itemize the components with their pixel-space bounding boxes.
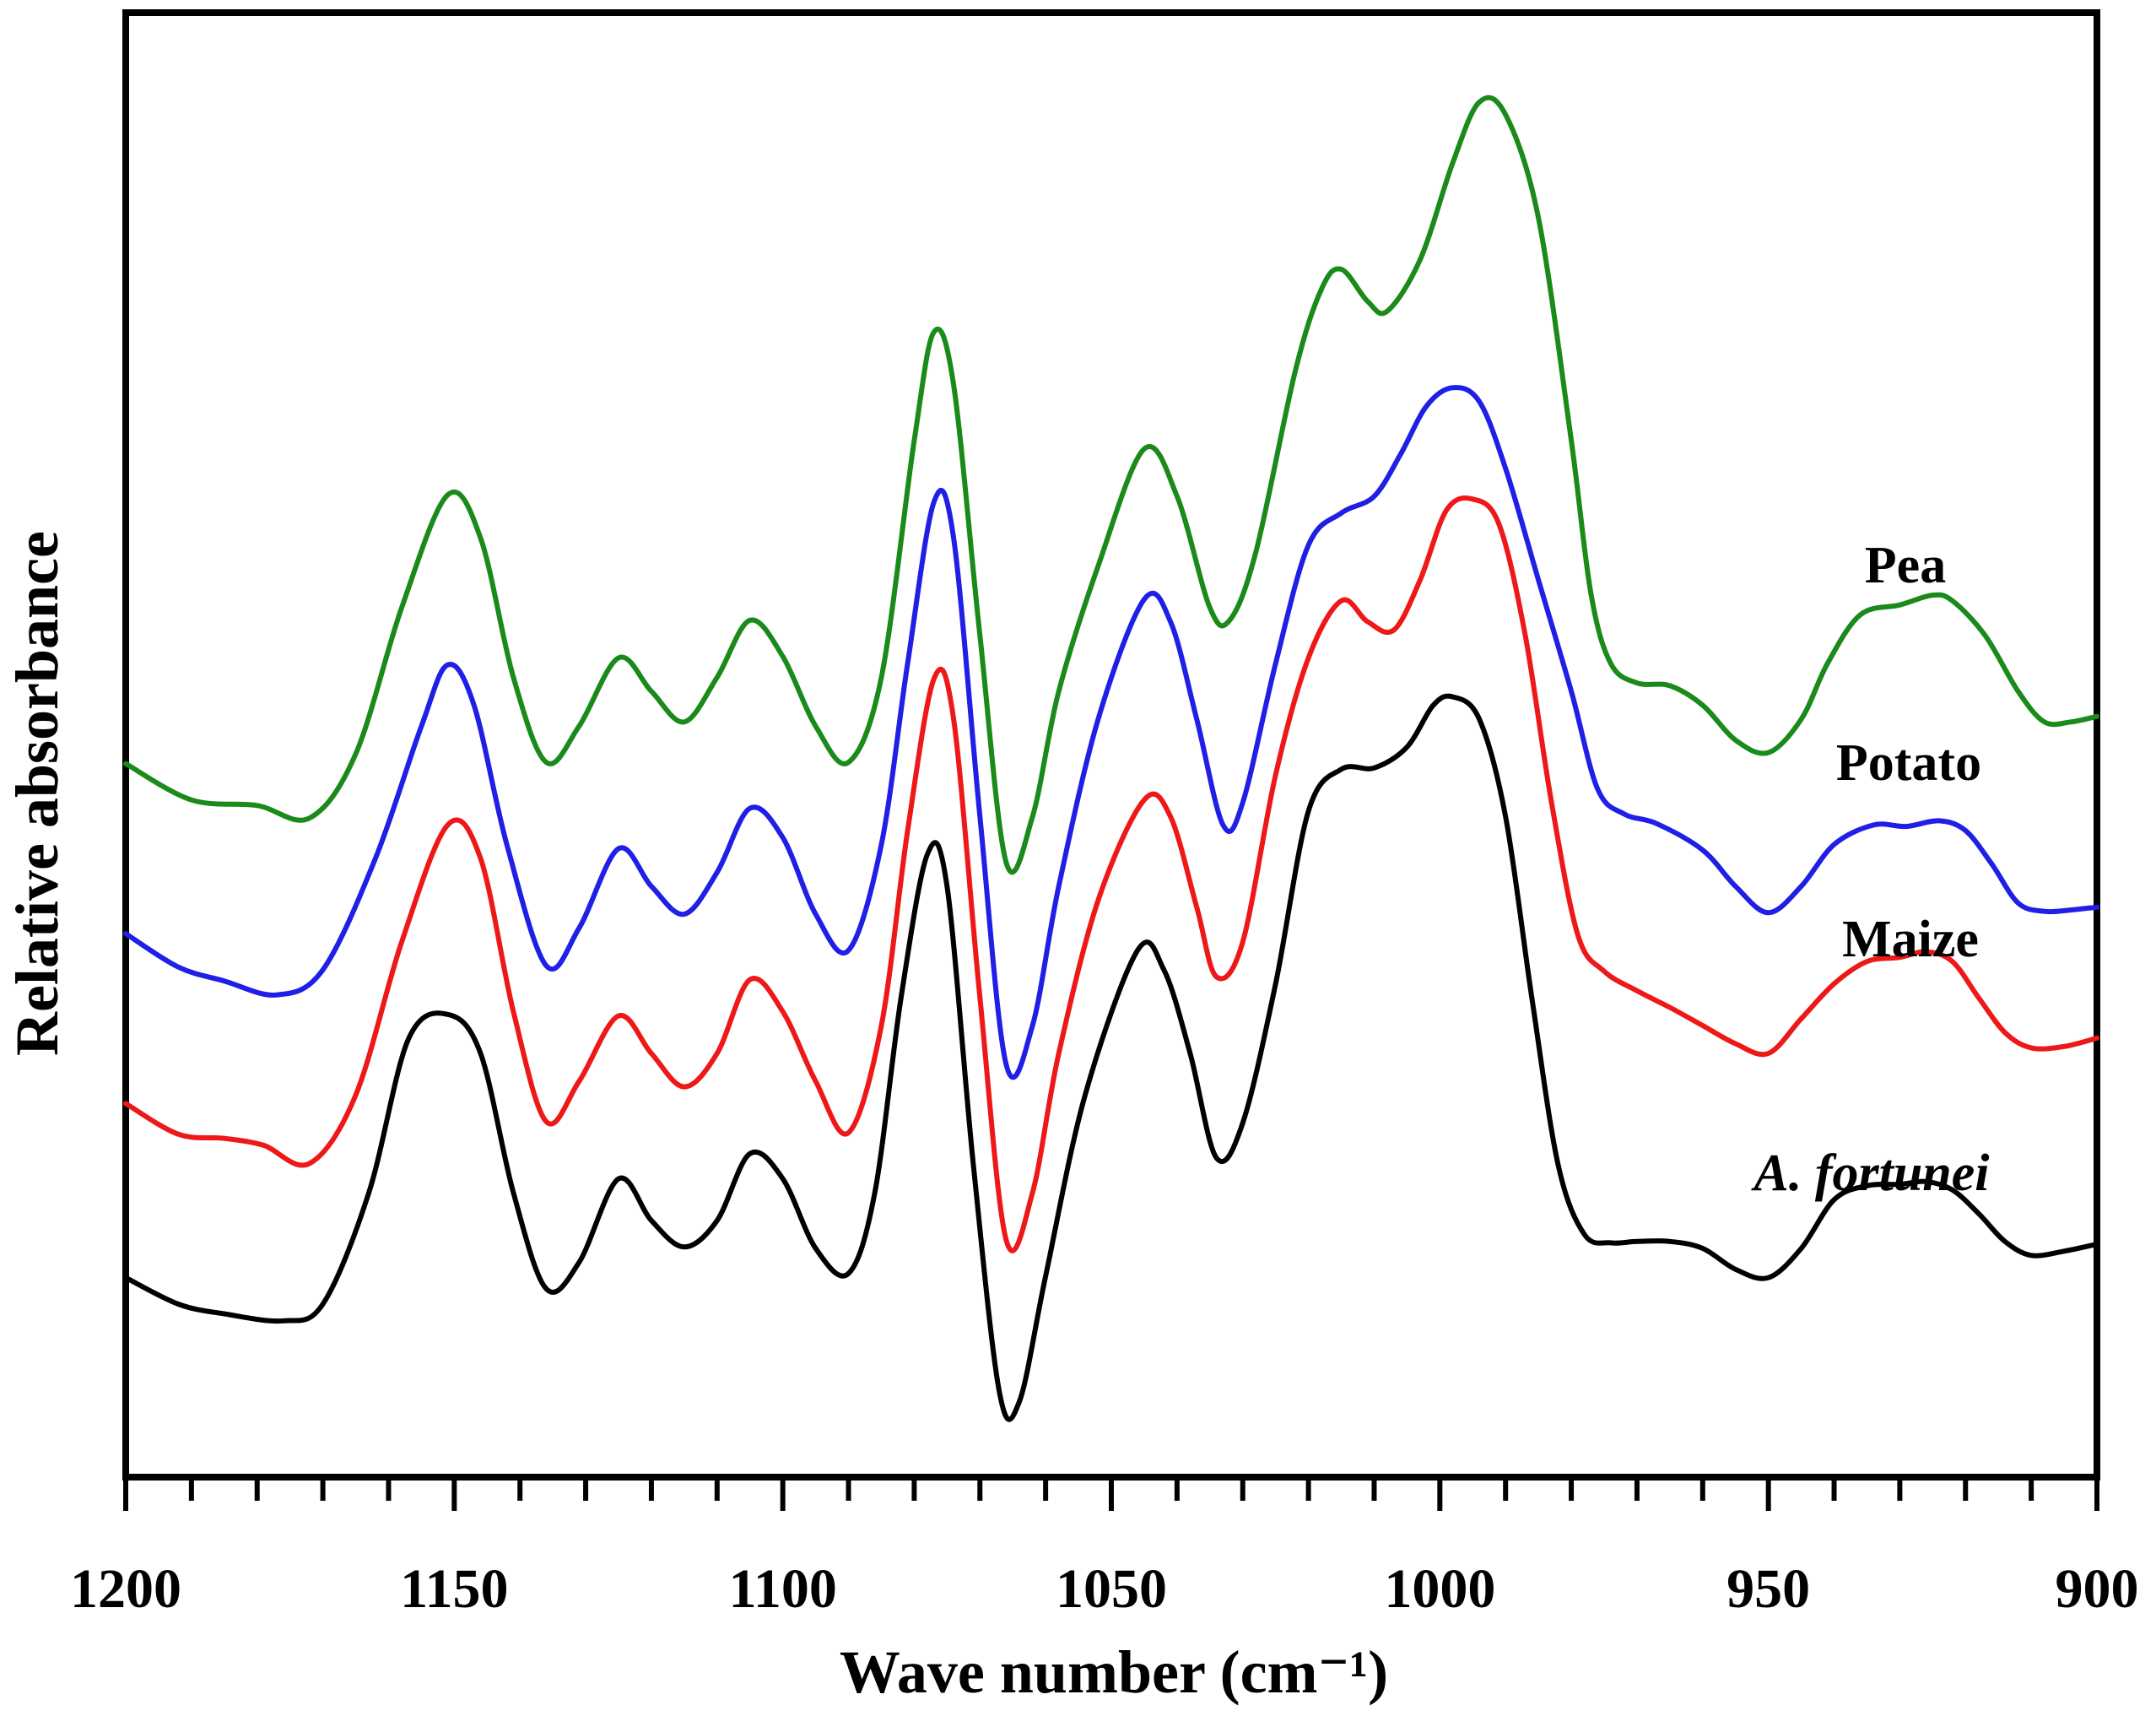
series-label-pea: Pea [1865, 537, 1946, 594]
series-label-potato: Potato [1836, 734, 1981, 792]
x-tick-label: 1150 [400, 1558, 508, 1620]
series-lines [123, 95, 2099, 1422]
y-axis-title: Relative absorbance [3, 531, 71, 1056]
x-axis-ticks [123, 1477, 2099, 1511]
series-line-maize [123, 495, 2099, 1253]
series-line-a-fortunei [123, 693, 2099, 1422]
x-axis-title: Wave number (cm⁻¹) [840, 1638, 1388, 1706]
x-tick-label: 900 [2056, 1558, 2139, 1620]
series-label-maize: Maize [1842, 911, 1979, 968]
plot-frame [122, 9, 2100, 1481]
series-label-a-fortunei: A. fortunei [1750, 1145, 1989, 1202]
x-tick-label: 1000 [1384, 1558, 1495, 1620]
x-tick-label: 1200 [70, 1558, 181, 1620]
x-tick-label: 950 [1726, 1558, 1810, 1620]
x-axis-tick-labels: 1200 1150 1100 1050 1000 950 900 [70, 1558, 2139, 1620]
x-tick-label: 1100 [728, 1558, 836, 1620]
series-line-pea [123, 95, 2099, 875]
x-tick-label: 1050 [1056, 1558, 1167, 1620]
series-line-potato [123, 385, 2099, 1080]
